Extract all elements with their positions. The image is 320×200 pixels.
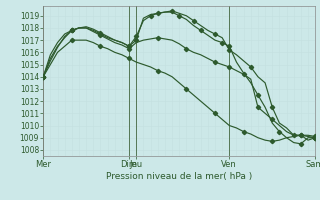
X-axis label: Pression niveau de la mer( hPa ): Pression niveau de la mer( hPa ) (106, 172, 252, 181)
